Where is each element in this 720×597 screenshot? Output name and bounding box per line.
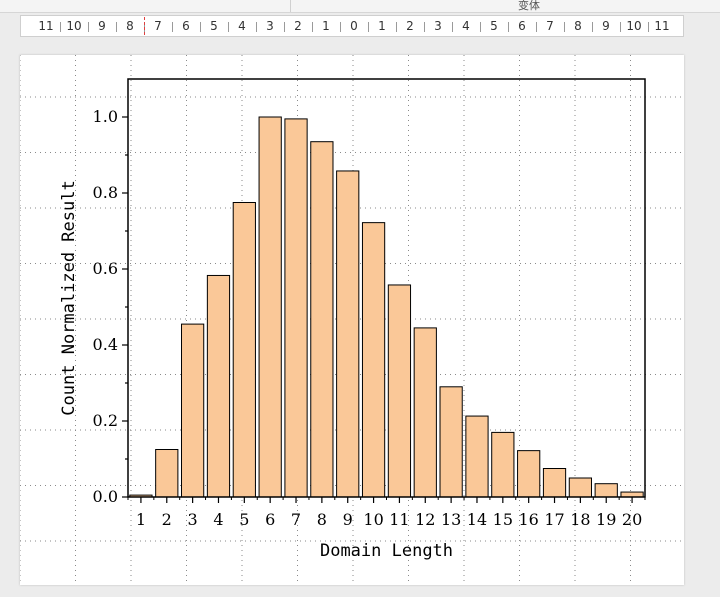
ruler-mark: 5 — [490, 19, 498, 33]
ruler-mark: 2 — [406, 19, 414, 33]
bar — [361, 222, 386, 498]
ruler-tick — [452, 22, 453, 32]
ruler-tick — [620, 22, 621, 32]
x-tick-label: 16 — [518, 510, 538, 529]
ruler-tick — [256, 22, 257, 32]
x-tick-label: 18 — [570, 510, 590, 529]
x-tick-label: 19 — [596, 510, 616, 529]
ruler-mark: 2 — [294, 19, 302, 33]
horizontal-ruler[interactable]: 11 10 9 8 7 6 5 4 3 2 1 0 1 2 3 4 5 6 7 8 9 10 11 — [20, 15, 684, 37]
ruler-mark: 8 — [126, 19, 134, 33]
ruler-mark: 4 — [462, 19, 470, 33]
ruler-tick — [60, 22, 61, 32]
ruler-tick — [648, 22, 649, 32]
bar — [258, 116, 282, 498]
ruler-mark: 5 — [210, 19, 218, 33]
toolbar-divider — [290, 0, 291, 12]
ruler-mark: 3 — [434, 19, 442, 33]
x-tick-label: 6 — [265, 510, 275, 529]
bar — [387, 284, 412, 498]
ruler-mark: 0 — [350, 19, 358, 33]
ruler-tick — [592, 22, 593, 32]
bar — [413, 327, 437, 498]
ruler-tick — [116, 22, 117, 32]
x-tick-label: 5 — [239, 510, 249, 529]
ruler-mark: 10 — [66, 19, 82, 33]
y-tick-label: 0.2 — [93, 411, 118, 430]
ruler-mark: 10 — [626, 19, 642, 33]
chart-canvas[interactable]: 0.0 0.2 0.4 0.6 0.8 1.0 1 2 3 4 5 6 7 8 9 10 11 12 13 14 15 1… — [20, 55, 684, 585]
ruler-tick — [508, 22, 509, 32]
bar — [336, 170, 360, 498]
ruler-tick — [536, 22, 537, 32]
x-tick-label: 17 — [544, 510, 564, 529]
ruler-tick — [88, 22, 89, 32]
ruler-mark: 3 — [266, 19, 274, 33]
bar — [181, 323, 205, 498]
bar — [284, 118, 308, 498]
x-tick-label: 9 — [343, 510, 353, 529]
x-tick-label: 4 — [213, 510, 223, 529]
ruler-tick — [368, 22, 369, 32]
x-tick-label: 2 — [162, 510, 172, 529]
variant-label[interactable]: 变体 — [518, 0, 540, 12]
bar — [568, 477, 592, 498]
bar — [517, 450, 541, 498]
bar — [206, 274, 231, 498]
ruler-mark: 7 — [546, 19, 554, 33]
ruler-tick — [228, 22, 229, 32]
ruler-tick — [340, 22, 341, 32]
bar — [155, 449, 179, 498]
bar — [310, 141, 334, 498]
ruler-tick — [424, 22, 425, 32]
ruler-tick — [564, 22, 565, 32]
ruler-tick — [312, 22, 313, 32]
y-tick-label: 0.0 — [93, 487, 118, 506]
ruler-mark: 1 — [378, 19, 386, 33]
ruler-mark: 7 — [154, 19, 162, 33]
bar — [439, 386, 463, 498]
plot-frame — [127, 78, 646, 498]
bar — [594, 483, 618, 498]
bar — [232, 202, 256, 498]
ruler-mark: 1 — [322, 19, 330, 33]
x-tick-label: 14 — [467, 510, 487, 529]
bar — [542, 468, 567, 498]
x-tick-label: 7 — [291, 510, 301, 529]
ruler-mark: 8 — [574, 19, 582, 33]
x-tick-label: 1 — [136, 510, 146, 529]
bar — [465, 415, 489, 498]
x-tick-label: 8 — [317, 510, 327, 529]
x-tick-label: 10 — [363, 510, 383, 529]
ruler-mark: 4 — [238, 19, 246, 33]
ruler-position-marker — [144, 17, 145, 35]
ruler-tick — [284, 22, 285, 32]
y-tick-label: 0.4 — [93, 335, 118, 354]
x-tick-label: 12 — [415, 510, 435, 529]
ruler-tick — [480, 22, 481, 32]
ruler-mark: 6 — [518, 19, 526, 33]
bar-chart: 0.00.20.40.60.81.01 2 3 4 5 6 7 8 9 10 11 12 13 14 15 1… — [20, 55, 684, 585]
y-axis-title: Count Normalized Result — [59, 180, 79, 415]
bar — [491, 431, 515, 498]
top-toolbar: 变体 — [0, 0, 720, 13]
ruler-tick — [172, 22, 173, 32]
ruler-mark: 9 — [98, 19, 106, 33]
x-tick-label: 3 — [188, 510, 198, 529]
x-tick-label: 13 — [441, 510, 461, 529]
ruler-mark: 11 — [654, 19, 670, 33]
x-tick-label: 11 — [389, 510, 409, 529]
x-tick-label: 15 — [493, 510, 513, 529]
ruler-tick — [396, 22, 397, 32]
ruler-tick — [200, 22, 201, 32]
ruler-mark: 11 — [38, 19, 54, 33]
y-tick-label: 0.6 — [93, 259, 118, 278]
x-tick-label: 20 — [622, 510, 642, 529]
y-tick-label: 0.8 — [93, 183, 118, 202]
ruler-mark: 9 — [602, 19, 610, 33]
x-axis-title: Domain Length — [320, 541, 453, 561]
y-tick-label: 1.0 — [93, 107, 118, 126]
ruler-mark: 6 — [182, 19, 190, 33]
ruler-marks: 11 10 9 8 7 6 5 4 3 2 1 0 1 2 3 4 5 6 7 8 9 10 11 — [21, 16, 683, 36]
